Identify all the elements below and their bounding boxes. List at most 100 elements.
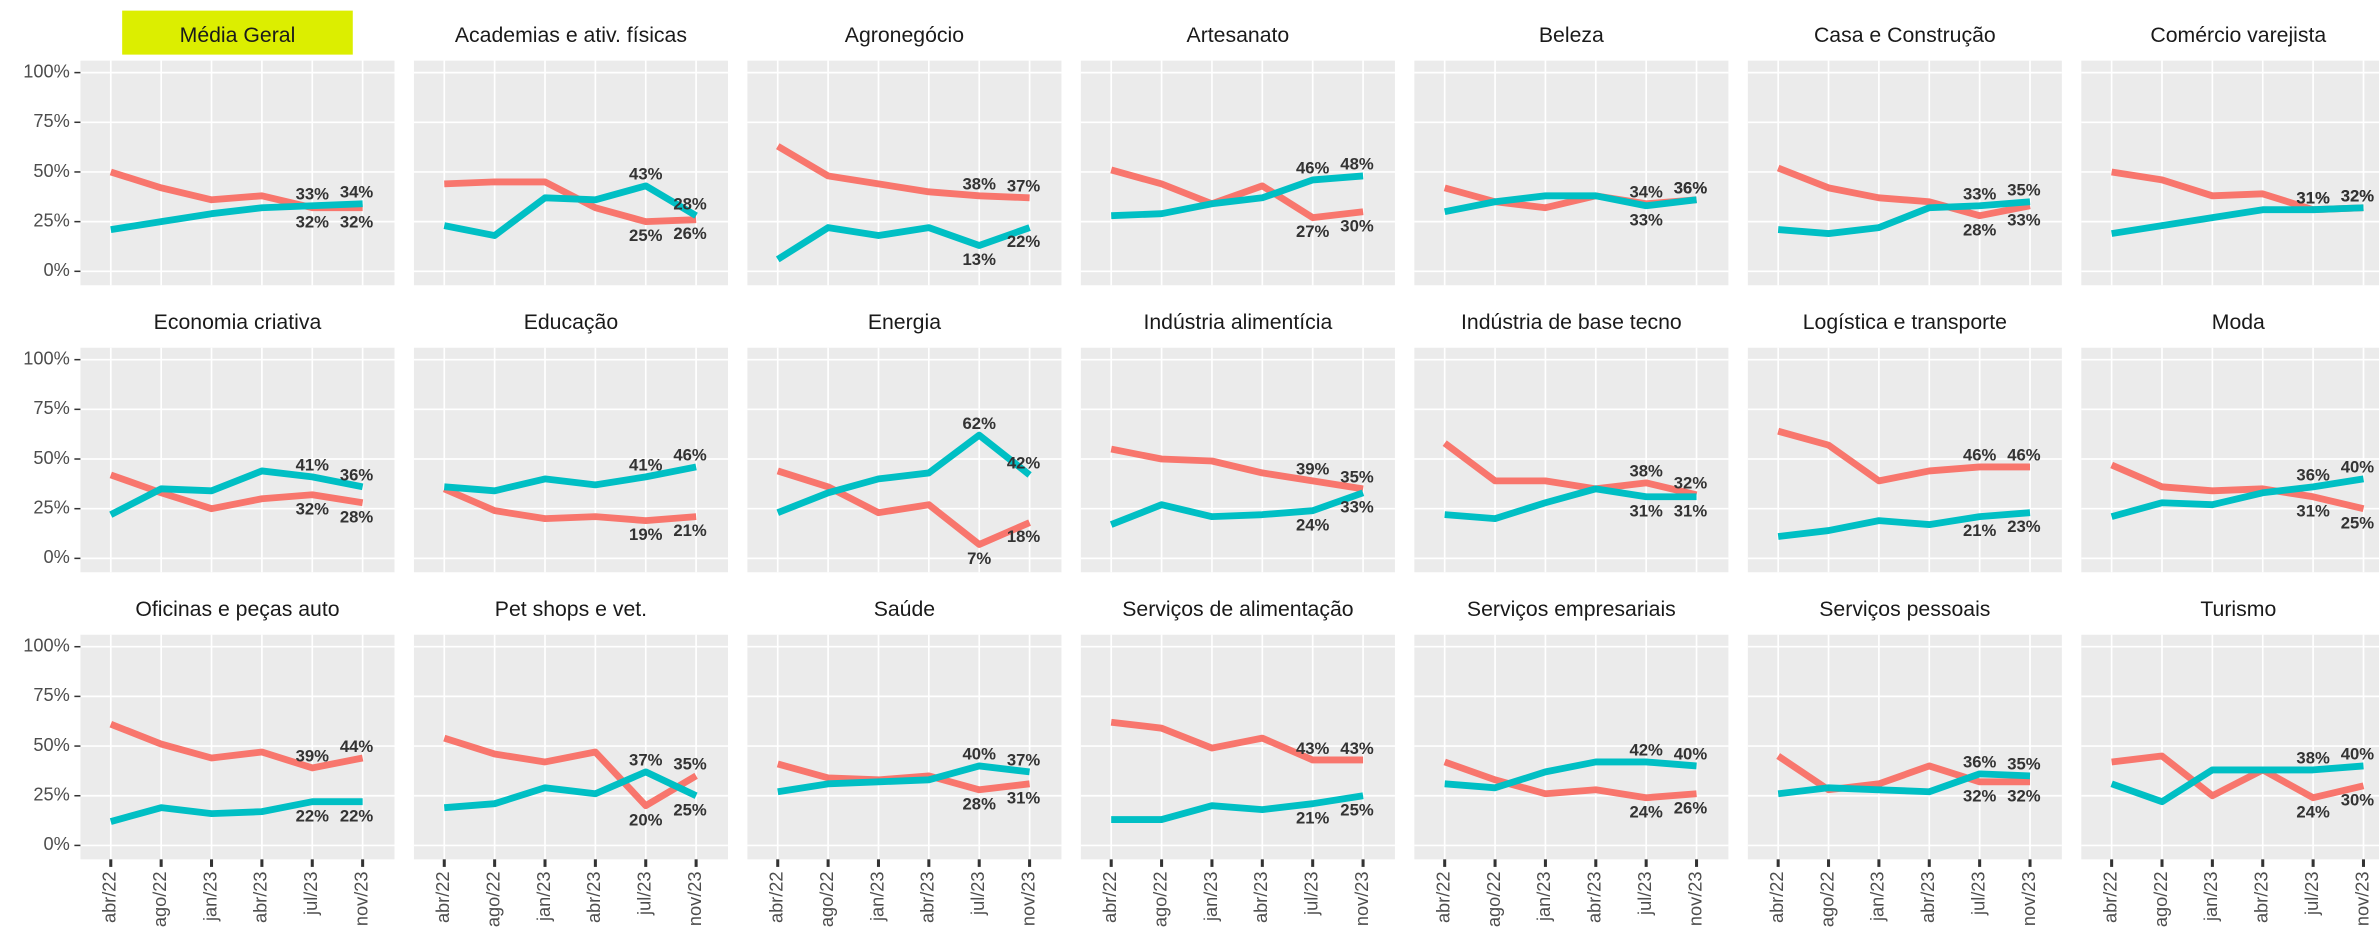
value-label: 22% <box>296 806 330 825</box>
panel-title: Serviços pessoais <box>1819 597 1990 621</box>
value-label: 46% <box>1296 159 1330 178</box>
panel-background <box>80 634 395 860</box>
value-label: 41% <box>296 456 330 475</box>
panel-background <box>2081 347 2379 573</box>
series-line <box>1777 770 2031 798</box>
y-tick-label: 0% <box>44 834 70 854</box>
y-tick-label: 100% <box>23 348 70 368</box>
series-line <box>1111 792 1364 823</box>
x-tick-label: ago/22 <box>1484 871 1504 927</box>
value-label: 33% <box>1963 185 1997 204</box>
series-line <box>1110 718 1364 764</box>
value-label: 32% <box>2007 786 2041 805</box>
value-label: 36% <box>1674 179 1708 198</box>
series-line <box>1443 758 1697 802</box>
value-label: 42% <box>1629 741 1663 760</box>
panel-background <box>1414 634 1729 860</box>
value-label: 43% <box>629 165 663 184</box>
y-tick-label: 25% <box>33 785 69 805</box>
panel-title: Logística e transporte <box>1803 310 2007 334</box>
series-line <box>1110 445 1364 493</box>
value-label: 62% <box>963 414 997 433</box>
series-line <box>1777 427 2031 485</box>
panel-background <box>1080 347 1395 573</box>
value-label: 42% <box>1007 454 1041 473</box>
series-line <box>443 463 697 495</box>
x-tick-label: jan/23 <box>1868 871 1888 922</box>
value-label: 24% <box>2296 802 2330 821</box>
x-tick-label: ago/22 <box>150 871 170 927</box>
panel-title: Indústria de base tecno <box>1461 310 1682 334</box>
y-tick-label: 50% <box>33 735 69 755</box>
x-tick-label: abr/22 <box>1100 871 1120 923</box>
value-label: 32% <box>2341 187 2375 206</box>
value-label: 35% <box>673 755 707 774</box>
value-label: 41% <box>629 456 663 475</box>
panel-title: Serviços de alimentação <box>1122 597 1353 621</box>
value-label: 25% <box>629 226 663 245</box>
panel-title: Casa e Construção <box>1814 23 1996 47</box>
value-label: 43% <box>1340 739 1374 758</box>
value-label: 21% <box>1963 521 1997 540</box>
value-label: 32% <box>2341 187 2375 206</box>
x-tick-label: abr/22 <box>100 871 120 923</box>
value-label: 13% <box>963 250 997 269</box>
value-label: 34% <box>1629 183 1663 202</box>
value-label: 37% <box>1007 177 1041 196</box>
panel-title: Serviços empresariais <box>1467 597 1676 621</box>
value-label: 30% <box>1340 216 1374 235</box>
y-tick-label: 25% <box>33 210 69 230</box>
value-label: 33% <box>1629 210 1663 229</box>
x-tick-label: ago/22 <box>2151 871 2171 927</box>
y-tick-label: 100% <box>23 636 70 656</box>
x-tick-label: abr/23 <box>1585 871 1605 923</box>
series-line <box>110 200 363 233</box>
series-line <box>776 467 1031 548</box>
panel-background <box>1747 60 2062 286</box>
series-line <box>2110 475 2365 520</box>
value-label: 40% <box>2341 458 2375 477</box>
value-label: 22% <box>1007 232 1041 251</box>
panel-background <box>747 634 1062 860</box>
value-label: 31% <box>2296 501 2330 520</box>
x-tick-label: nov/23 <box>351 871 371 926</box>
panel-title: Economia criativa <box>154 310 322 334</box>
y-tick-label: 100% <box>23 61 70 81</box>
x-tick-label: abr/23 <box>918 871 938 923</box>
value-label: 35% <box>2007 755 2041 774</box>
x-tick-label: nov/23 <box>1018 871 1038 926</box>
value-label: 46% <box>1963 446 1997 465</box>
value-label: 36% <box>2296 466 2330 485</box>
series-line <box>444 178 697 226</box>
value-label: 25% <box>1340 800 1374 819</box>
value-label: 40% <box>963 745 997 764</box>
panel-background <box>413 60 728 286</box>
value-label: 35% <box>1340 468 1374 487</box>
x-tick-label: nov/23 <box>1352 871 1372 926</box>
value-label: 37% <box>1007 751 1041 770</box>
series-line <box>443 182 698 239</box>
x-tick-label: ago/22 <box>1150 871 1170 927</box>
x-tick-label: jan/23 <box>1201 871 1221 922</box>
panel-background <box>2081 634 2379 860</box>
panel-title: Turismo <box>2200 597 2276 621</box>
panel-background <box>1414 347 1729 573</box>
value-label: 31% <box>2296 189 2330 208</box>
value-label: 22% <box>340 806 374 825</box>
x-tick-label: nov/23 <box>1685 871 1705 926</box>
x-tick-label: jul/23 <box>635 871 655 915</box>
x-tick-label: jan/23 <box>867 871 887 922</box>
y-tick-label: 25% <box>33 498 69 518</box>
x-tick-label: jul/23 <box>1635 871 1655 915</box>
x-tick-label: ago/22 <box>1817 871 1837 927</box>
series-line <box>1777 509 2031 540</box>
value-label: 39% <box>1296 460 1330 479</box>
series-line <box>109 721 364 772</box>
panel-title: Indústria alimentícia <box>1143 310 1332 334</box>
series-line <box>1776 753 2031 794</box>
panel-background <box>80 60 395 286</box>
panel-title: Oficinas e peças auto <box>135 597 339 621</box>
value-label: 26% <box>1674 798 1708 817</box>
x-tick-label: abr/22 <box>1434 871 1454 923</box>
